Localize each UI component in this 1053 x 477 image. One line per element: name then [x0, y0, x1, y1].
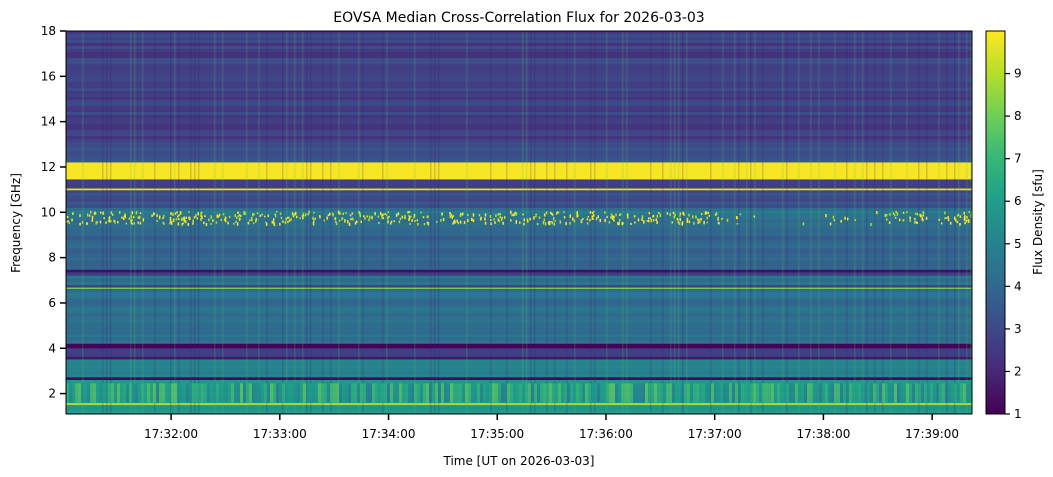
y-tick-label-0: 2 — [48, 387, 56, 401]
x-axis: 17:32:00 17:33:00 17:34:00 17:35:00 17:36:00… — [144, 414, 959, 441]
colorbar-tick-label-5: 6 — [1014, 194, 1022, 208]
frequency-band-4 — [66, 230, 972, 270]
colorbar-tick-label-2: 3 — [1014, 322, 1022, 336]
horizontal-feature-7 — [66, 403, 972, 405]
horizontal-feature-4 — [66, 343, 972, 349]
rfi-speckles — [66, 210, 972, 227]
colorbar-tick-label-8: 9 — [1014, 67, 1022, 81]
low-frequency-variability — [66, 383, 972, 403]
frequency-band-2 — [66, 189, 972, 209]
horizontal-feature-1 — [66, 188, 972, 191]
x-tick-label-7: 17:39:00 — [905, 427, 959, 441]
colorbar-label: Flux Density [sfu] — [1031, 169, 1045, 275]
y-tick-label-5: 12 — [41, 160, 56, 174]
horizontal-feature-5 — [66, 356, 972, 360]
frequency-band-3 — [66, 207, 972, 231]
y-tick-label-6: 14 — [41, 115, 56, 129]
chart-title: EOVSA Median Cross-Correlation Flux for … — [333, 10, 704, 26]
colorbar-tick-label-3: 4 — [1014, 279, 1022, 293]
spectrogram-plot-area — [66, 31, 972, 414]
colorbar — [985, 30, 1006, 415]
x-axis-label: Time [UT on 2026-03-03] — [443, 454, 595, 468]
horizontal-feature-3 — [66, 287, 972, 290]
x-tick-label-5: 17:37:00 — [688, 427, 742, 441]
x-tick-label-4: 17:36:00 — [579, 427, 633, 441]
horizontal-feature-6 — [66, 377, 972, 381]
x-tick-label-6: 17:38:00 — [796, 427, 850, 441]
colorbar-tick-label-0: 1 — [1014, 407, 1022, 421]
y-axis: 2 4 6 8 10 12 14 16 18 — [41, 24, 66, 401]
horizontal-feature-0 — [66, 162, 972, 180]
colorbar-tick-label-7: 8 — [1014, 109, 1022, 123]
frequency-band-6 — [66, 289, 972, 345]
frequency-band-5 — [66, 275, 972, 286]
y-tick-label-1: 4 — [48, 341, 56, 355]
colorbar-tick-label-4: 5 — [1014, 237, 1022, 251]
y-tick-label-4: 10 — [41, 205, 56, 219]
y-axis-label: Frequency [GHz] — [9, 173, 23, 273]
x-tick-label-1: 17:33:00 — [253, 427, 307, 441]
frequency-band-1 — [66, 144, 972, 163]
plot-frame — [65, 30, 973, 415]
x-tick-label-2: 17:34:00 — [362, 427, 416, 441]
colorbar-tick-label-6: 7 — [1014, 152, 1022, 166]
colorbar-tick-label-1: 2 — [1014, 364, 1022, 378]
y-tick-label-8: 18 — [41, 24, 56, 38]
frequency-band-0 — [66, 31, 972, 145]
horizontal-feature-2 — [66, 270, 972, 273]
colorbar-axis: 1 2 3 4 5 6 7 8 9 — [1005, 67, 1022, 421]
frequency-band-7 — [66, 359, 972, 379]
y-tick-label-7: 16 — [41, 69, 56, 83]
y-tick-label-3: 8 — [48, 251, 56, 265]
x-tick-label-3: 17:35:00 — [470, 427, 524, 441]
y-tick-label-2: 6 — [48, 296, 56, 310]
x-tick-label-0: 17:32:00 — [144, 427, 198, 441]
